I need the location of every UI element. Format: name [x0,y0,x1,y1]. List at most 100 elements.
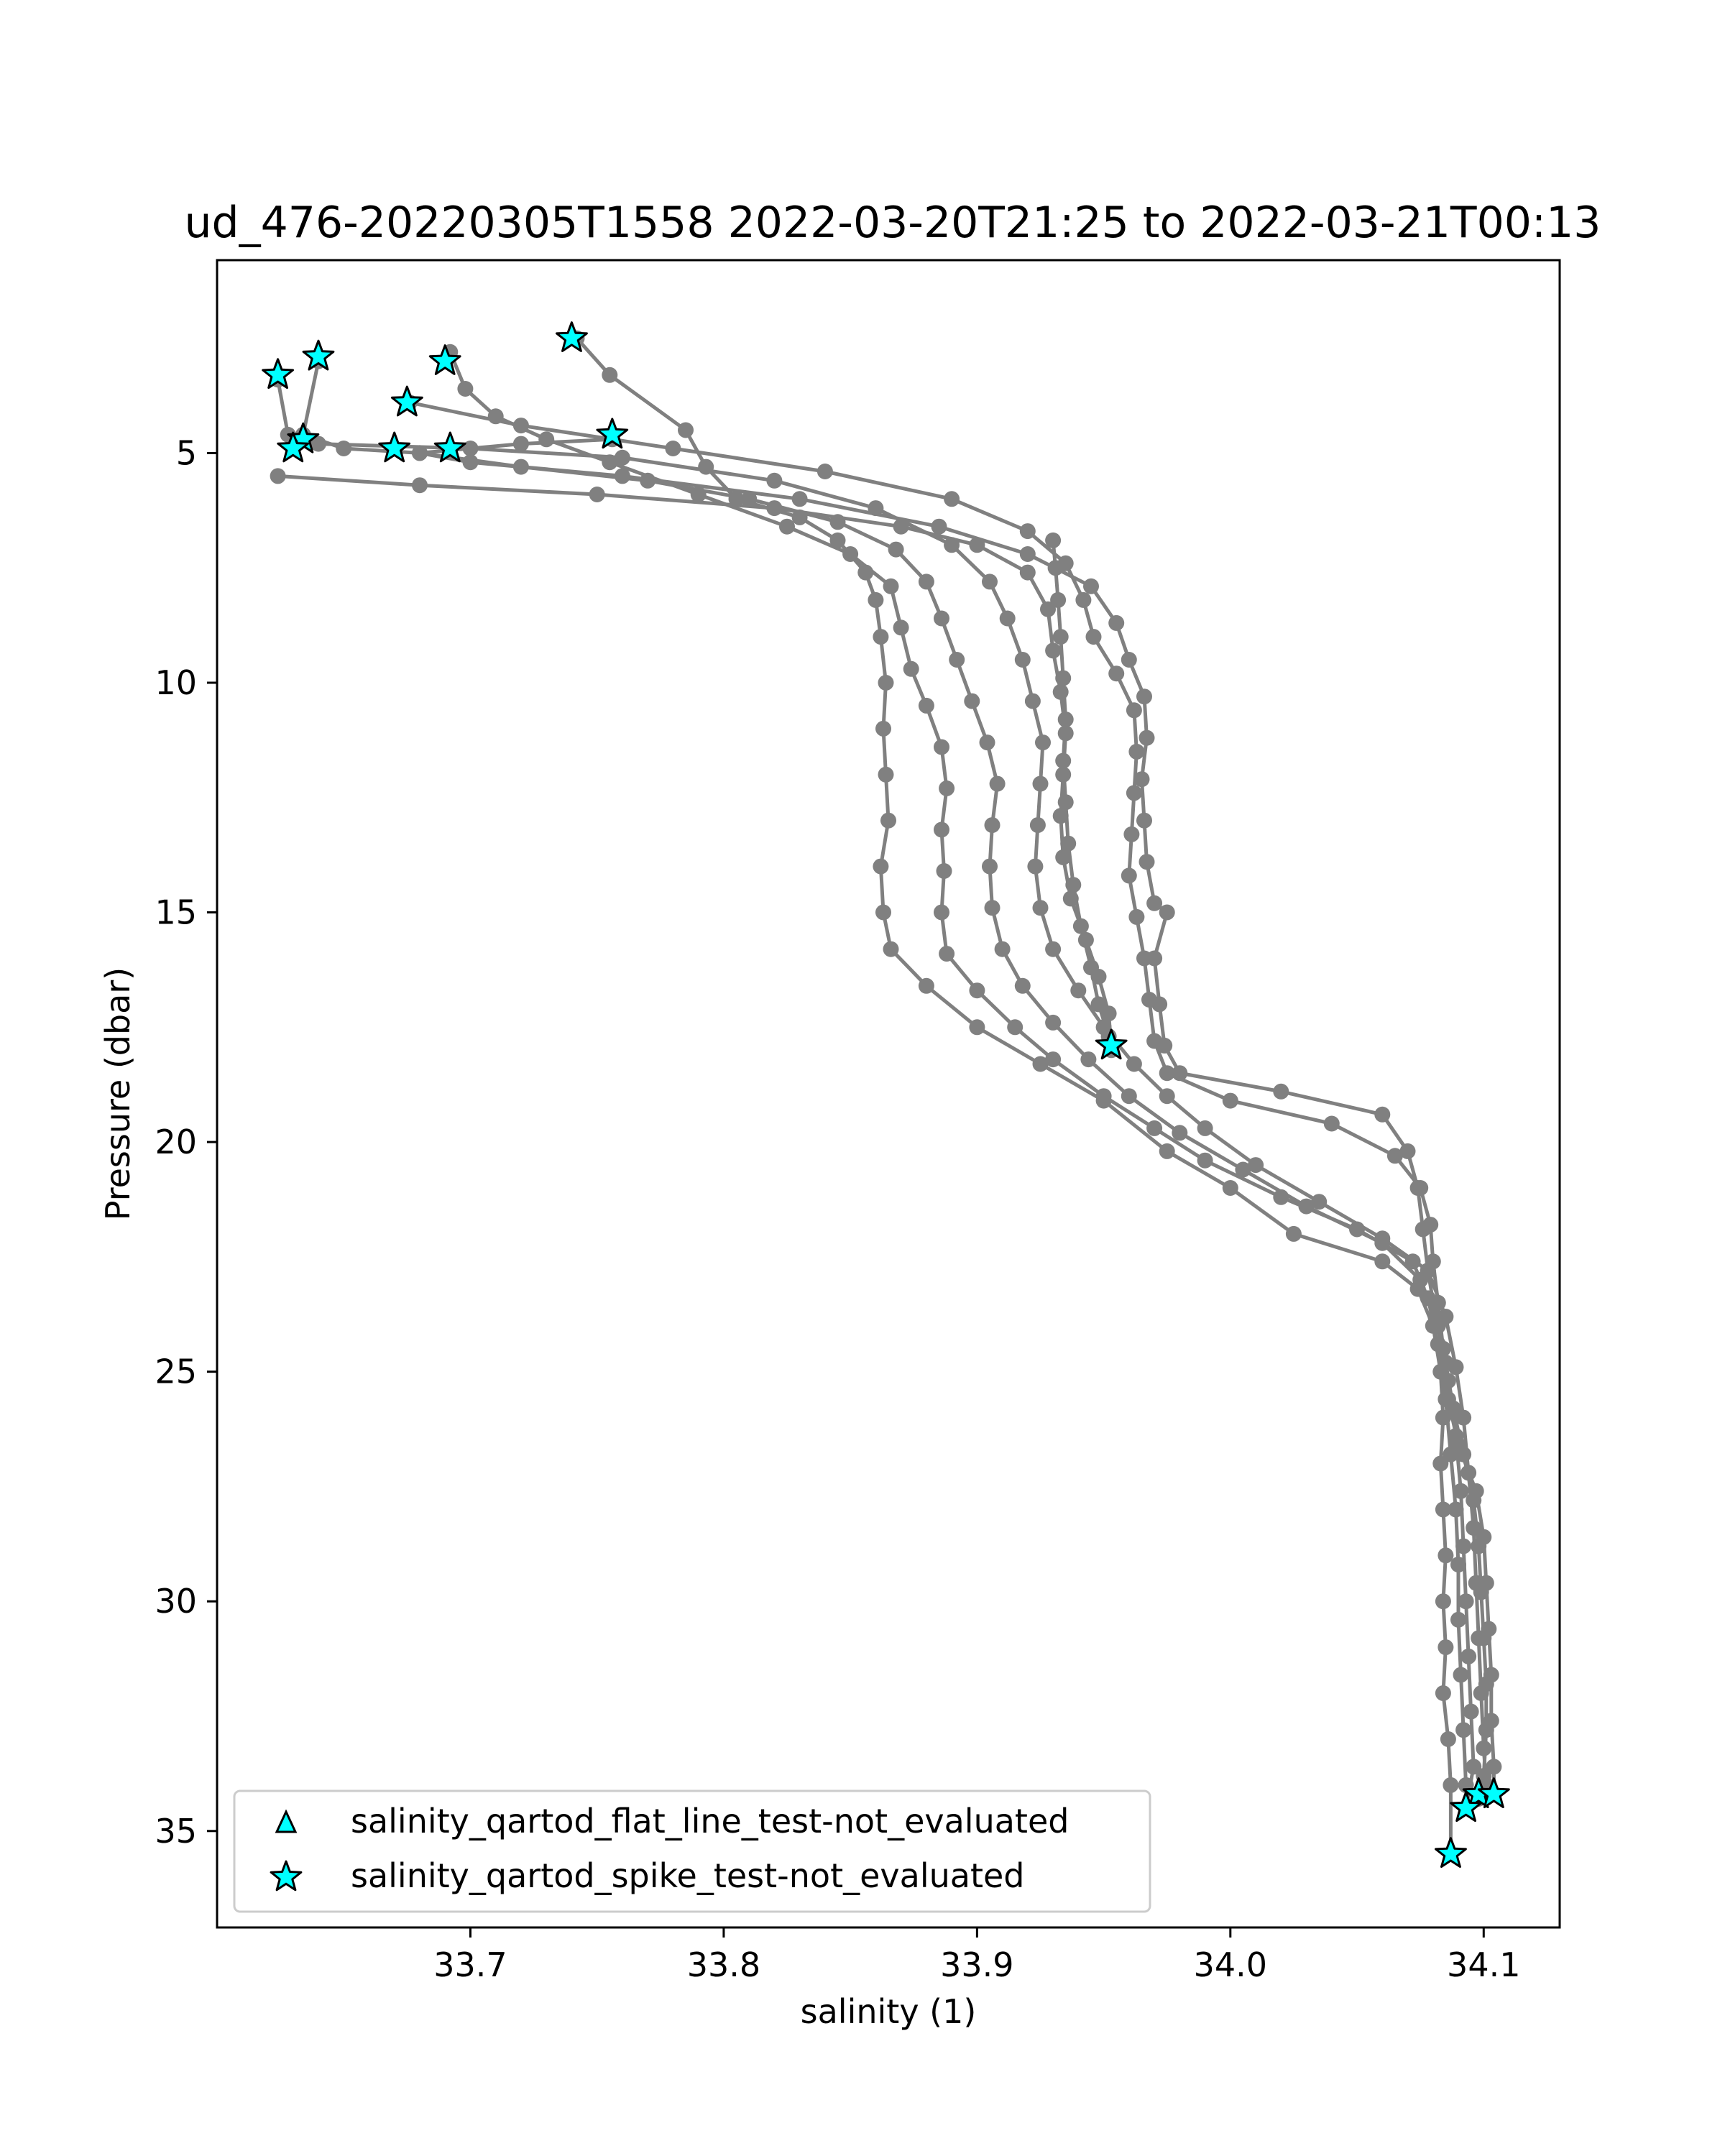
data-point [936,863,952,879]
data-point [1055,849,1072,865]
legend-triangle-marker [275,1809,298,1833]
data-point [1032,775,1049,792]
data-point [1080,1051,1097,1068]
y-tick-label: 30 [155,1582,197,1621]
data-point [934,904,949,921]
data-point [969,1019,985,1036]
data-point [1070,982,1087,999]
data-point [1432,1455,1449,1472]
data-point [1486,1759,1502,1775]
data-point [829,532,846,548]
x-tick-label: 33.8 [687,1945,760,1984]
data-point [893,619,909,636]
data-point [412,477,428,494]
data-point [1455,1722,1472,1738]
data-point [1133,771,1150,788]
data-point [1083,578,1099,594]
data-point [1455,1538,1472,1554]
data-point [1090,996,1107,1013]
data-point [816,464,833,479]
data-point [989,775,1006,792]
x-tick-label: 33.7 [433,1945,507,1984]
data-point [1029,817,1046,834]
data-point [984,817,1000,834]
data-point [1045,941,1062,957]
data-point [1311,1194,1328,1210]
data-point [1146,1120,1163,1136]
data-point [1455,1446,1472,1462]
data-point [875,904,891,921]
data-point [1019,523,1036,540]
data-point [1458,1593,1474,1610]
data-point [1032,1056,1049,1072]
data-point [934,739,949,755]
spike-flag-marker [302,339,335,371]
data-point [1440,1731,1456,1747]
data-point [1123,826,1140,842]
data-point [903,660,919,677]
data-point [1273,1083,1289,1100]
spike-flag-marker [596,418,629,449]
data-point [1019,546,1036,562]
x-axis-ticks: 33.7 33.8 33.9 34.0 34.1 [433,1927,1520,1984]
data-point [1374,1106,1391,1123]
spike-flag-marker [262,358,294,390]
data-point [999,610,1016,627]
data-point [602,367,618,383]
data-point [538,431,555,448]
data-point [1450,1611,1466,1628]
data-point [1197,1152,1213,1169]
data-point [1172,1125,1188,1141]
data-point [512,418,529,434]
data-point [1057,794,1074,811]
data-point [1374,1230,1391,1247]
spike-flag-marker [1450,1791,1482,1823]
data-point [1014,977,1031,994]
spike-flag-marker [1477,1777,1510,1808]
x-tick-label: 34.0 [1194,1945,1267,1984]
data-point [1323,1115,1340,1132]
data-point [1035,734,1051,751]
y-tick-label: 15 [155,893,197,932]
spike-flag-marker [390,385,423,417]
data-point [1138,854,1155,870]
data-point [1409,1180,1426,1196]
data-point [1121,1088,1137,1105]
data-point [1374,1253,1391,1270]
data-point [1050,591,1067,608]
data-point [1045,532,1062,548]
data-point [1438,1354,1454,1370]
y-axis-label: Pressure (dbar) [98,967,137,1220]
legend-box [233,1789,1151,1913]
data-point [1128,908,1145,925]
plot-frame [216,259,1561,1929]
data-point [1466,1759,1482,1775]
profile-line [301,361,1476,1809]
data-point [1027,858,1044,875]
data-point [1435,1501,1451,1518]
data-point [310,436,326,452]
data-point [873,629,889,645]
data-point [1072,918,1089,934]
data-point [934,610,949,627]
data-point [678,422,694,438]
data-point [883,578,899,594]
data-point [1007,1019,1024,1036]
data-point [1414,1221,1431,1238]
data-point [457,381,474,397]
data-point [1445,1400,1461,1416]
data-point [1014,652,1031,668]
y-tick-label: 20 [155,1123,197,1161]
data-point [1471,1538,1487,1554]
data-point [1453,1667,1469,1683]
data-point [1453,1483,1469,1499]
spike-flag-marker [1435,1837,1467,1868]
data-point [931,518,947,535]
data-point [969,982,985,999]
spike-flag-marker [378,431,411,463]
data-point [994,941,1011,957]
legend: salinity_qartod_flat_line_test-not_evalu… [233,1789,1151,1913]
data-point [1399,1143,1416,1159]
data-point [1128,743,1145,760]
data-point [1136,812,1152,829]
